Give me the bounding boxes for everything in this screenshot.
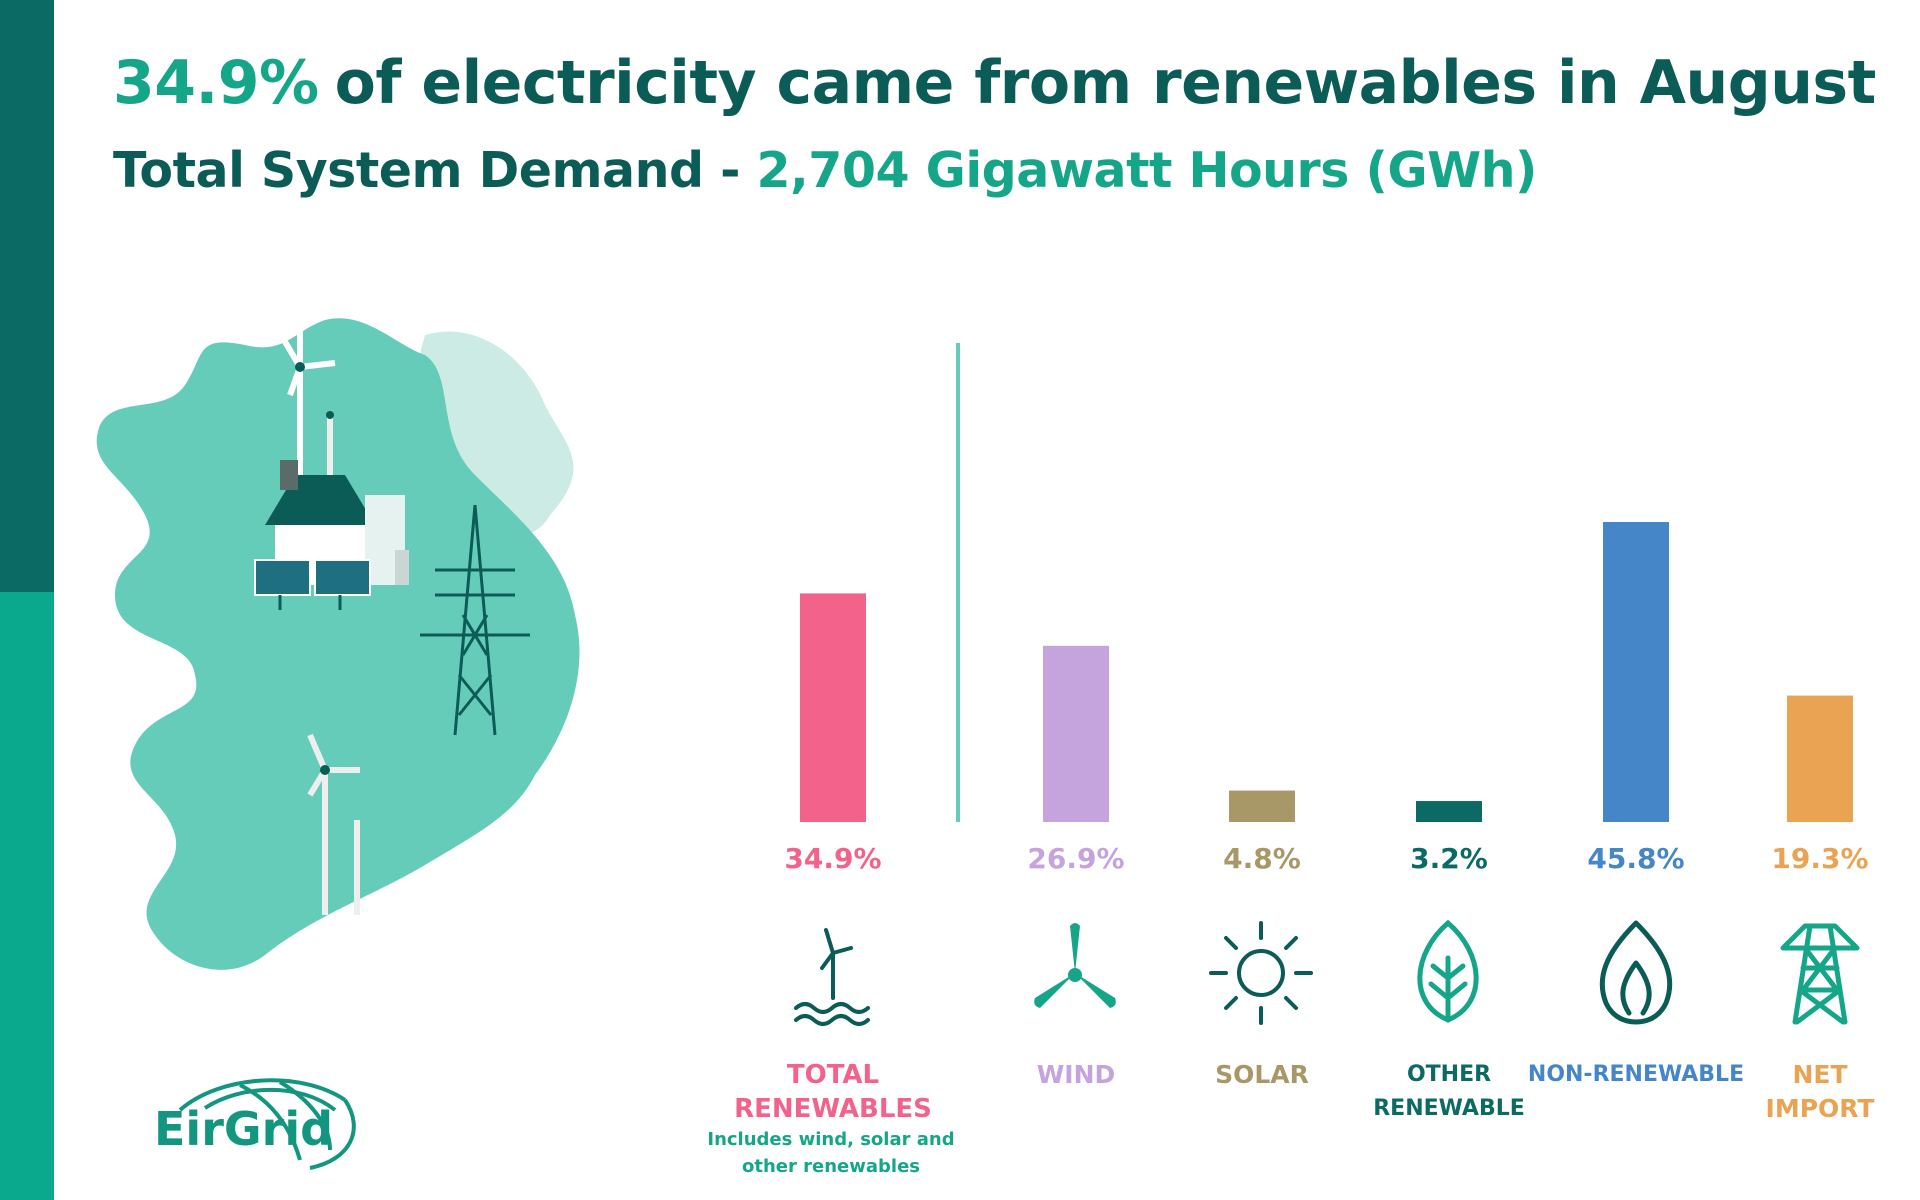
bars-group (800, 522, 1853, 822)
solar-panels-icon (254, 559, 371, 610)
headline-percentage: 34.9% (113, 48, 319, 118)
offshore-wind-icon (794, 928, 870, 1026)
category-label-wind: WIND (1036, 1060, 1116, 1089)
category-label-total-renewables: TOTAL RENEWABLES (734, 1060, 932, 1124)
sun-icon (1209, 921, 1313, 1025)
headline-text: of electricity came from renewables in A… (334, 48, 1877, 118)
category-label-non-renewable: NON-RENEWABLE (1527, 1062, 1745, 1087)
category-label-solar: SOLAR (1215, 1060, 1309, 1089)
total-demand-unit: Gigawatt Hours (GWh) (925, 142, 1538, 199)
bar-other-renewable (1416, 801, 1482, 822)
side-band-dark (0, 0, 54, 592)
turbine-south (307, 733, 360, 915)
value-label-other-renewable: 3.2% (1410, 842, 1488, 875)
pylon-icon (1780, 923, 1860, 1025)
subhead-prefix: Total System Demand - (113, 142, 740, 199)
subheadline: Total System Demand - 2,704 Gigawatt Hou… (113, 142, 1537, 199)
eirgrid-logo (178, 1078, 356, 1170)
total-renewables-note: Includes wind, solar and other renewable… (707, 1129, 955, 1177)
value-label-solar: 4.8% (1223, 842, 1301, 875)
bar-non-renewable (1603, 522, 1669, 822)
value-label-non-renewable: 45.8% (1587, 842, 1685, 875)
bar-net-import (1787, 695, 1853, 822)
eirgrid-logo-text: EirGrid (154, 1102, 334, 1156)
total-demand-value: 2,704 (756, 142, 910, 199)
value-label-wind: 26.9% (1027, 842, 1125, 875)
category-label-other-renewable: OTHER RENEWABLE (1373, 1062, 1525, 1121)
bar-wind (1043, 645, 1109, 822)
ireland-shape (96, 318, 580, 970)
headline: 34.9% of electricity came from renewables… (113, 48, 1876, 118)
value-label-total-renewables: 34.9% (784, 842, 882, 875)
side-band-teal (0, 592, 54, 1200)
ireland-map-illustration (96, 315, 580, 970)
flame-icon (1599, 920, 1673, 1025)
pylon-illustration (420, 504, 530, 736)
leaf-icon (1417, 919, 1479, 1023)
value-label-net-import: 19.3% (1771, 842, 1869, 875)
bar-total-renewables (800, 593, 866, 822)
category-label-net-import: NET IMPORT (1765, 1060, 1875, 1123)
wind-turbine-icon (1034, 923, 1116, 1008)
renewables-bar-chart (800, 343, 1853, 822)
bar-solar (1229, 790, 1295, 822)
